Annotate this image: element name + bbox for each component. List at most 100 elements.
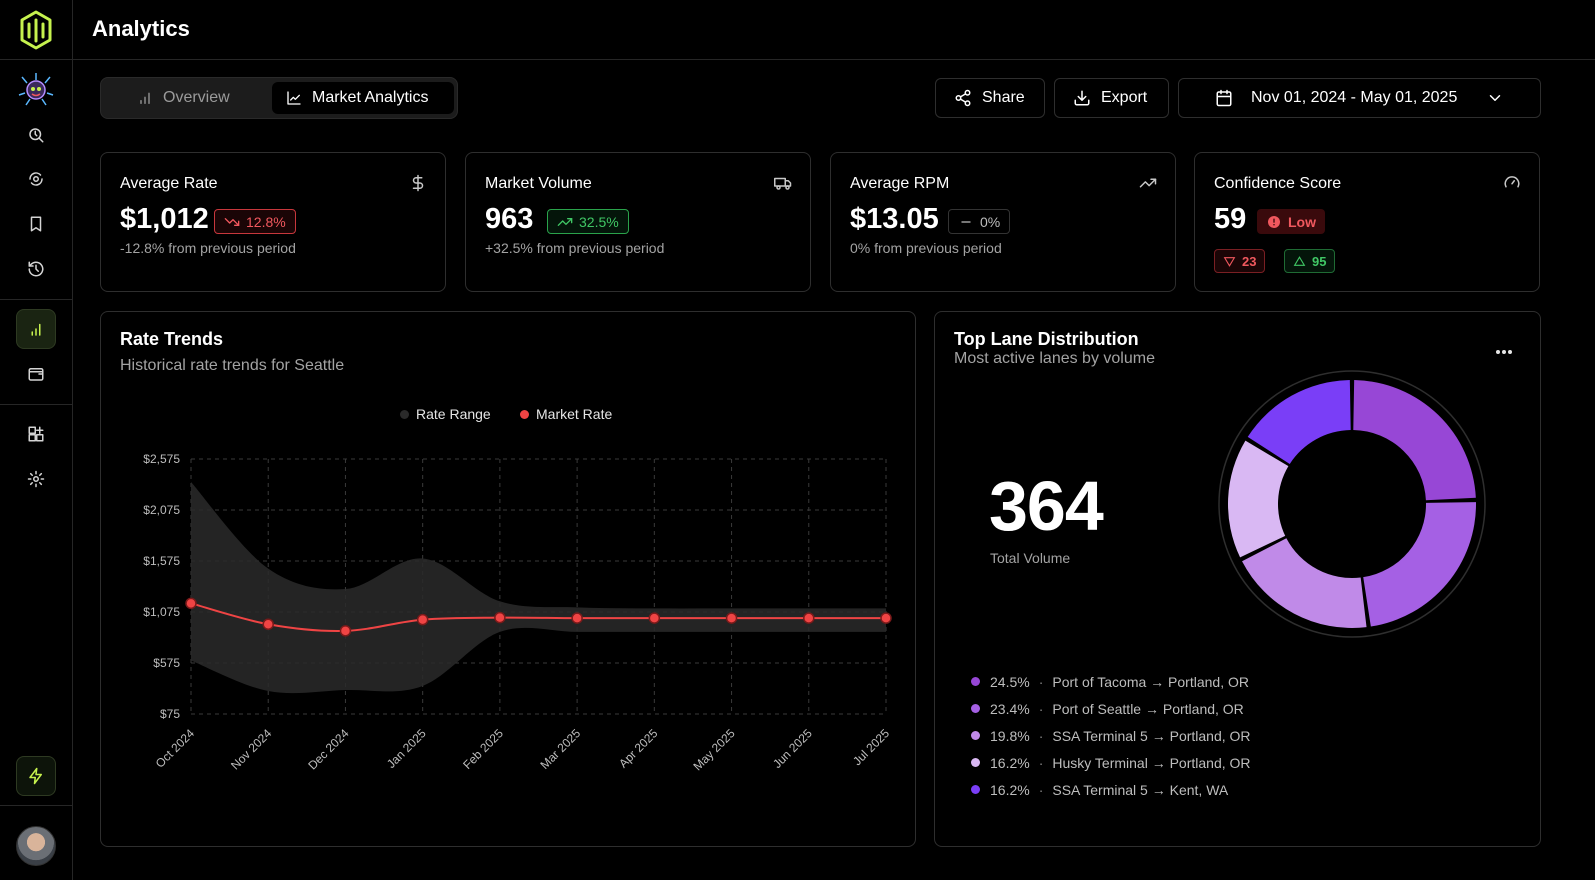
lane-distribution-panel: Top Lane Distribution Most active lanes … bbox=[934, 311, 1541, 847]
lane-legend-item: 23.4% · Port of Seattle → Portland, OR bbox=[971, 695, 1251, 722]
sidebar-item-settings[interactable] bbox=[16, 459, 56, 499]
market-rate-line bbox=[190, 602, 886, 632]
triangle-down-icon bbox=[1223, 256, 1236, 267]
separator: · bbox=[1038, 754, 1044, 771]
rate-trends-chart[interactable]: $2,575 $2,075 $1,575 $1,075 $575 $75 Oct 2024 N… bbox=[101, 312, 915, 846]
tab-label: Market Analytics bbox=[312, 89, 429, 106]
card-value: 59 bbox=[1214, 203, 1247, 235]
avatar[interactable] bbox=[16, 826, 56, 866]
y-tick-label: $575 bbox=[153, 656, 180, 670]
sidebar-item-wallet[interactable] bbox=[16, 354, 56, 394]
history-icon bbox=[28, 261, 44, 277]
x-tick-label: Feb 2025 bbox=[460, 726, 506, 772]
gauge-icon bbox=[1503, 174, 1521, 192]
top-bar: Analytics bbox=[73, 0, 1595, 60]
x-tick-label: Nov 2024 bbox=[228, 726, 274, 772]
y-tick-label: $75 bbox=[160, 707, 180, 721]
lane-label: Port of Seattle → Portland, OR bbox=[1052, 700, 1244, 717]
panel-subtitle: Historical rate trends for Seattle bbox=[120, 357, 345, 374]
card-title: Market Volume bbox=[485, 175, 592, 192]
lane-color-swatch bbox=[971, 677, 980, 686]
wallet-icon bbox=[28, 368, 44, 381]
separator: · bbox=[1038, 700, 1044, 717]
y-tick-label: $1,075 bbox=[143, 605, 180, 619]
bar-chart-icon bbox=[140, 92, 150, 104]
sidebar-item-saved[interactable] bbox=[16, 204, 56, 244]
lane-color-swatch bbox=[971, 758, 980, 767]
export-button[interactable]: Export bbox=[1054, 78, 1169, 118]
legend-item-rate-range[interactable]: Rate Range bbox=[400, 406, 491, 422]
donut-slice bbox=[1363, 502, 1476, 627]
x-tick-label: Mar 2025 bbox=[537, 726, 583, 772]
lane-color-swatch bbox=[971, 731, 980, 740]
bar-chart-icon bbox=[31, 323, 41, 336]
date-range-picker[interactable]: Nov 01, 2024 - May 01, 2025 bbox=[1178, 78, 1541, 118]
donut-slice bbox=[1242, 538, 1367, 628]
market-rate-point bbox=[494, 611, 506, 624]
sidebar-divider bbox=[0, 59, 73, 60]
x-tick-label: May 2025 bbox=[691, 726, 738, 773]
sidebar-divider bbox=[0, 299, 73, 300]
donut-slice bbox=[1228, 440, 1289, 558]
lane-percent: 23.4% bbox=[990, 700, 1030, 717]
total-volume-label: Total Volume bbox=[990, 550, 1071, 566]
lane-legend-item: 16.2% · Husky Terminal → Portland, OR bbox=[971, 749, 1251, 776]
tab-market-analytics[interactable]: Market Analytics bbox=[272, 82, 454, 114]
change-value: 32.5% bbox=[579, 213, 619, 230]
triangle-up-icon bbox=[1293, 255, 1306, 266]
lane-label: Port of Tacoma → Portland, OR bbox=[1052, 673, 1249, 690]
change-badge: 0% bbox=[948, 209, 1011, 234]
donut-slice bbox=[1353, 380, 1476, 501]
lane-color-swatch bbox=[971, 704, 980, 713]
page-title: Analytics bbox=[92, 16, 190, 41]
change-value: 0% bbox=[980, 213, 1001, 230]
download-icon bbox=[1074, 90, 1090, 106]
y-tick-label: $2,075 bbox=[143, 503, 180, 517]
bookmark-icon bbox=[30, 216, 42, 232]
calendar-icon bbox=[1216, 89, 1232, 107]
lane-donut-chart[interactable] bbox=[1218, 370, 1486, 638]
sidebar-item-analytics[interactable] bbox=[16, 309, 56, 349]
legend-item-market-rate[interactable]: Market Rate bbox=[520, 406, 612, 422]
lane-label: SSA Terminal 5 → Kent, WA bbox=[1052, 781, 1229, 798]
kpi-card-average-rpm: Average RPM $13.05 0% 0% from previous p… bbox=[830, 152, 1176, 292]
lane-label: Husky Terminal → Portland, OR bbox=[1052, 754, 1251, 771]
card-value: $13.05 bbox=[850, 203, 939, 235]
trending-down-icon bbox=[224, 217, 240, 226]
sidebar-item-shipments[interactable] bbox=[16, 159, 56, 199]
card-title: Confidence Score bbox=[1214, 175, 1342, 192]
confidence-level: Low bbox=[1288, 213, 1316, 230]
total-volume-value: 364 bbox=[989, 467, 1104, 545]
sidebar-item-integrations[interactable] bbox=[16, 414, 56, 454]
panel-title: Top Lane Distribution bbox=[954, 329, 1139, 349]
mascot-icon bbox=[18, 71, 54, 107]
separator: · bbox=[1038, 727, 1044, 744]
card-subtext: -12.8% from previous period bbox=[120, 240, 296, 256]
sidebar-item-history[interactable] bbox=[16, 249, 56, 289]
card-title: Average Rate bbox=[120, 175, 218, 192]
gear-icon bbox=[27, 470, 45, 488]
minus-icon bbox=[961, 220, 971, 223]
app-logo-icon[interactable] bbox=[17, 10, 55, 50]
donut-outline bbox=[1218, 370, 1486, 638]
kpi-card-average-rate: Average Rate $1,012 12.8% -12.8% from pr… bbox=[100, 152, 446, 292]
chevron-down-icon bbox=[1489, 95, 1501, 101]
legend-swatch bbox=[400, 409, 409, 419]
market-rate-point bbox=[571, 612, 583, 624]
change-value: 12.8% bbox=[246, 213, 286, 230]
y-tick-label: $1,575 bbox=[143, 554, 180, 568]
dollar-icon bbox=[409, 174, 427, 192]
sidebar-item-search[interactable] bbox=[16, 115, 56, 155]
share-button[interactable]: Share bbox=[935, 78, 1045, 118]
separator: · bbox=[1038, 673, 1044, 690]
lane-legend-item: 24.5% · Port of Tacoma → Portland, OR bbox=[971, 668, 1251, 695]
x-tick-label: Dec 2024 bbox=[305, 726, 351, 772]
lane-percent: 19.8% bbox=[990, 727, 1030, 744]
lane-label: SSA Terminal 5 → Portland, OR bbox=[1052, 727, 1251, 744]
upgrade-button[interactable] bbox=[16, 756, 56, 796]
lane-legend-item: 16.2% · SSA Terminal 5 → Kent, WA bbox=[971, 776, 1251, 803]
more-options-icon[interactable] bbox=[1496, 342, 1512, 354]
tab-overview[interactable]: Overview bbox=[123, 82, 244, 114]
truck-icon bbox=[774, 174, 792, 192]
donut-slice bbox=[1247, 380, 1351, 464]
